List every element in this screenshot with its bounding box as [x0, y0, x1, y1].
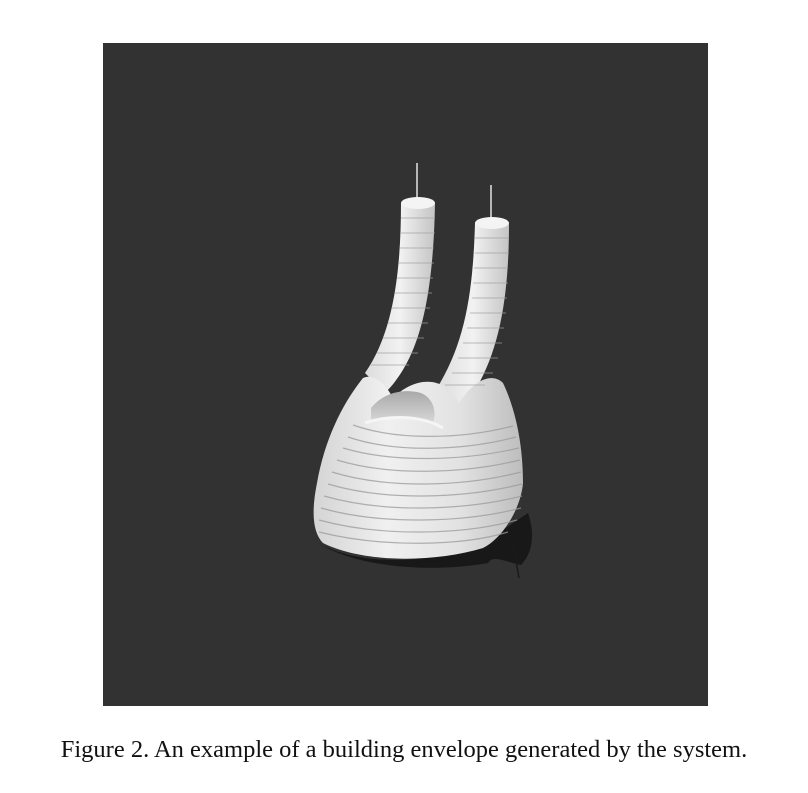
figure-panel — [103, 43, 708, 706]
courtyard-edge — [364, 416, 444, 430]
courtyard-cavity — [371, 391, 435, 423]
tower-slab-lines — [371, 217, 509, 386]
building-envelope-render — [313, 163, 533, 579]
right-tower — [437, 223, 509, 408]
right-tower-top — [475, 217, 509, 229]
left-tower — [365, 203, 435, 393]
left-tower-top — [401, 197, 435, 209]
ground-shadow — [318, 513, 533, 568]
floor-slab-lines — [318, 424, 523, 544]
figure-caption: Figure 2. An example of a building envel… — [60, 736, 748, 763]
shadow-spire-line — [512, 542, 520, 579]
